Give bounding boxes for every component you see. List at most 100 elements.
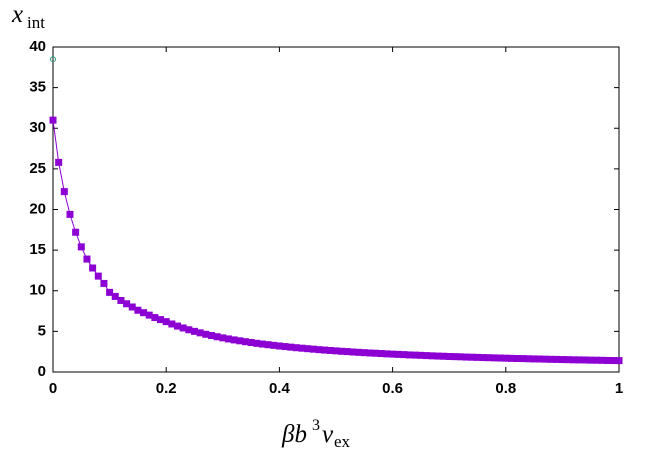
marker	[570, 356, 578, 364]
marker	[383, 350, 391, 358]
marker	[117, 297, 125, 304]
x-axis-label: βb	[281, 421, 307, 448]
marker	[292, 344, 300, 352]
marker	[440, 352, 448, 360]
marker	[270, 341, 278, 349]
marker	[558, 356, 566, 364]
x-tick-label: 0.2	[156, 380, 177, 397]
marker	[179, 324, 187, 332]
y-tick-label: 35	[29, 79, 46, 96]
marker	[338, 347, 346, 355]
series-line	[52, 120, 620, 362]
marker	[258, 340, 266, 348]
marker	[72, 228, 80, 236]
y-tick-label: 5	[38, 322, 46, 339]
y-tick-label: 20	[29, 200, 46, 217]
marker	[349, 348, 357, 356]
marker	[230, 336, 238, 344]
marker	[219, 334, 227, 342]
marker	[168, 320, 176, 328]
marker	[287, 343, 295, 351]
marker	[128, 303, 136, 311]
y-tick-label: 40	[29, 38, 46, 55]
marker	[202, 330, 210, 338]
marker	[151, 314, 159, 322]
marker	[106, 288, 114, 296]
marker	[321, 346, 329, 354]
marker	[185, 326, 193, 334]
y-tick-label: 15	[29, 241, 46, 258]
marker	[355, 348, 363, 356]
y-tick-label: 0	[38, 363, 46, 380]
marker	[315, 346, 323, 354]
marker	[366, 349, 374, 357]
marker	[309, 345, 317, 353]
marker	[55, 158, 63, 166]
marker	[281, 343, 289, 351]
marker	[360, 349, 368, 357]
x-tick-label: 0.6	[382, 380, 403, 397]
marker	[372, 349, 380, 357]
marker	[389, 350, 397, 358]
x-tick-label: 1	[615, 380, 623, 397]
marker	[377, 350, 385, 358]
marker	[77, 243, 85, 251]
marker	[241, 338, 249, 346]
marker	[553, 355, 561, 363]
y-axis-label-sub: int	[27, 13, 45, 32]
x-axis-label: v	[322, 421, 334, 448]
marker	[83, 255, 91, 263]
marker	[100, 279, 108, 287]
marker	[275, 342, 283, 350]
marker	[564, 356, 572, 364]
marker	[609, 357, 617, 365]
marker	[575, 356, 583, 364]
marker	[174, 322, 182, 330]
plot-frame	[52, 46, 620, 373]
marker	[326, 346, 334, 354]
marker	[140, 309, 148, 317]
marker	[145, 311, 153, 319]
marker	[547, 355, 555, 363]
marker	[423, 352, 431, 360]
marker	[451, 353, 459, 361]
marker	[191, 327, 198, 335]
marker	[485, 354, 493, 362]
marker	[519, 355, 527, 363]
x-axis-label-sup: 3	[312, 417, 320, 434]
marker	[400, 351, 408, 359]
marker	[496, 354, 504, 362]
marker	[394, 350, 402, 358]
marker	[479, 354, 487, 362]
marker	[162, 318, 170, 326]
marker	[581, 356, 589, 364]
marker	[530, 355, 538, 363]
marker	[417, 351, 425, 359]
y-tick-label: 10	[29, 282, 46, 299]
marker	[213, 333, 221, 341]
marker	[94, 272, 102, 280]
marker	[490, 354, 498, 362]
marker	[462, 353, 470, 361]
marker	[587, 356, 595, 364]
marker	[60, 188, 68, 196]
marker	[247, 339, 255, 347]
marker	[111, 292, 119, 300]
marker	[123, 300, 131, 308]
y-tick-label: 30	[29, 119, 46, 136]
marker	[207, 332, 215, 340]
marker	[157, 316, 165, 324]
marker	[604, 356, 612, 364]
marker	[264, 341, 272, 349]
marker	[598, 356, 606, 364]
marker	[298, 344, 306, 352]
x-tick-label: 0.4	[269, 380, 291, 397]
marker	[524, 355, 532, 363]
marker	[304, 345, 312, 353]
marker	[428, 352, 436, 360]
marker	[502, 354, 510, 362]
marker	[406, 351, 414, 359]
marker	[332, 347, 340, 355]
marker	[253, 339, 261, 347]
